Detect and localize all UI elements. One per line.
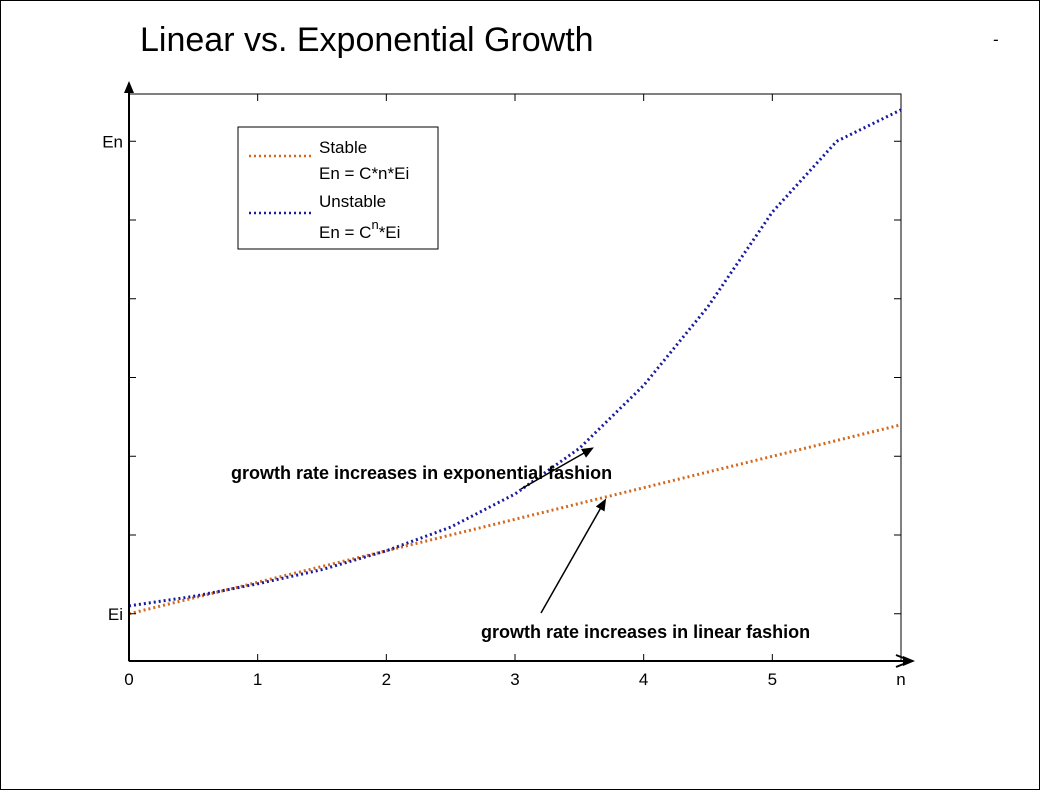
x-axis-label: n xyxy=(896,670,905,689)
y-tick-label: En xyxy=(102,132,123,151)
x-axis-arrow-barb-lower xyxy=(895,660,912,668)
annotation-exponential-arrow xyxy=(520,447,594,490)
annotation-linear: growth rate increases in linear fashion xyxy=(481,622,810,642)
series-line-stable xyxy=(128,423,902,616)
x-tick-label: 3 xyxy=(510,670,519,689)
x-tick-label: 0 xyxy=(124,670,133,689)
annotation-linear-arrow xyxy=(540,498,607,614)
x-tick-label: 5 xyxy=(768,670,777,689)
series-line-unstable xyxy=(128,108,902,608)
legend-label-stable: Stable xyxy=(319,138,367,157)
x-tick-label: 2 xyxy=(382,670,391,689)
x-tick-label: 1 xyxy=(253,670,262,689)
legend-formula-unstable: En = Cn*Ei xyxy=(319,217,400,242)
legend-formula-stable: En = C*n*Ei xyxy=(319,164,409,183)
legend-label-unstable: Unstable xyxy=(319,192,386,211)
annotation-exponential: growth rate increases in exponential fas… xyxy=(231,463,612,483)
x-tick-label: 4 xyxy=(639,670,648,689)
ticks-layer: 0 1 2 3 4 5 Ei En xyxy=(102,94,901,689)
chart-title: Linear vs. Exponential Growth xyxy=(140,21,594,59)
y-tick-label: Ei xyxy=(108,605,123,624)
annotations: growth rate increases in exponential fas… xyxy=(231,447,810,642)
x-axis-arrow-barb-upper xyxy=(895,654,912,662)
corner-mark: - xyxy=(993,30,999,49)
series-layer xyxy=(128,108,902,616)
legend-box xyxy=(237,126,439,250)
legend: Stable En = C*n*Ei Unstable En = Cn*Ei xyxy=(237,126,439,250)
